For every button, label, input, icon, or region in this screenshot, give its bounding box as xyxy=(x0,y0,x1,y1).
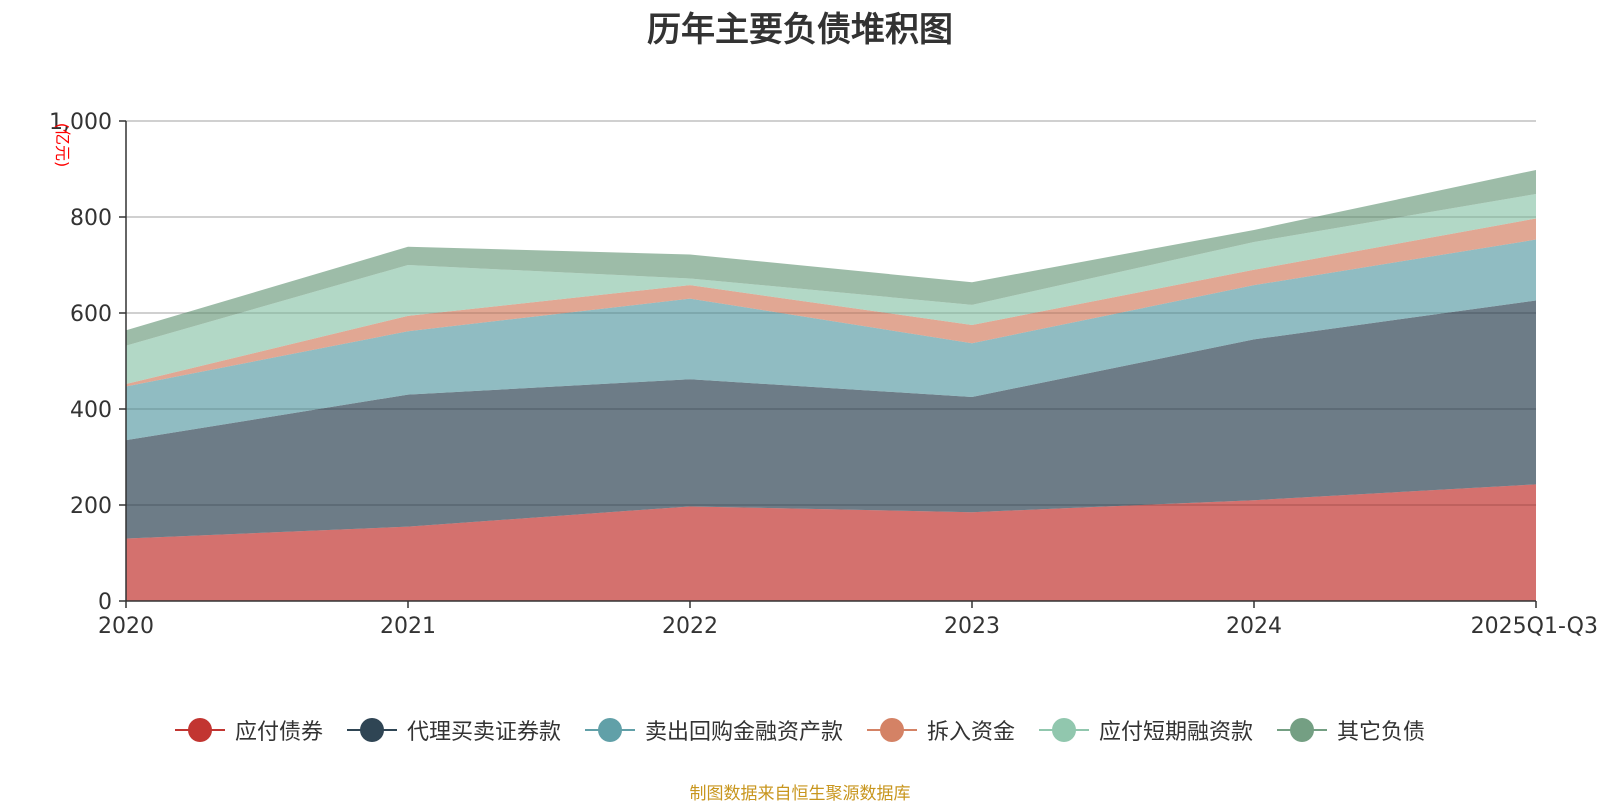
y-tick-label: 600 xyxy=(70,302,112,327)
source-note: 制图数据来自恒生聚源数据库 xyxy=(689,784,911,804)
legend-swatch-icon xyxy=(346,717,397,743)
legend-dot-icon xyxy=(359,718,384,742)
y-tick-label: 400 xyxy=(70,398,112,423)
x-tick-label: 2022 xyxy=(662,614,718,639)
legend-swatch-icon xyxy=(174,717,225,743)
legend-label: 拆入资金 xyxy=(927,720,1016,745)
legend-item[interactable]: 卖出回购金融资产款 xyxy=(584,714,843,746)
x-tick-label: 2021 xyxy=(380,614,436,639)
stacked-areas xyxy=(126,120,1536,601)
legend-item[interactable]: 其它负债 xyxy=(1277,714,1425,746)
x-tick-label: 2020 xyxy=(98,614,154,639)
legend-dot-icon xyxy=(880,718,904,742)
legend-swatch-icon xyxy=(1039,717,1090,743)
legend-label: 应付债券 xyxy=(234,720,323,745)
x-tick-label: 2025Q1-Q3 xyxy=(1471,614,1598,639)
legend-label: 应付短期融资款 xyxy=(1099,720,1254,745)
y-tick-label: 200 xyxy=(70,494,112,519)
y-tick-label: 800 xyxy=(70,206,112,231)
legend: 应付债券 代理买卖证券款 卖出回购金融资产款 拆入资金 应付短期融资款 其它负债 xyxy=(0,714,1600,746)
legend-item[interactable]: 应付短期融资款 xyxy=(1039,714,1253,746)
legend-item[interactable]: 应付债券 xyxy=(174,714,323,746)
legend-swatch-icon xyxy=(867,717,917,743)
legend-label: 其它负债 xyxy=(1337,720,1426,745)
legend-dot-icon xyxy=(187,718,212,742)
axes: 0 200 400 600 800 1,000 2020 2021 2022 2023 2024 20… xyxy=(49,110,1598,639)
x-tick-label: 2024 xyxy=(1226,614,1282,639)
area-series xyxy=(126,300,1536,539)
y-axis-label: (亿元) xyxy=(53,123,72,168)
legend-label: 代理买卖证券款 xyxy=(406,720,561,745)
chart-title: 历年主要负债堆积图 xyxy=(647,10,953,50)
area-series xyxy=(126,193,1536,385)
legend-swatch-icon xyxy=(1277,717,1328,743)
area-series xyxy=(126,239,1536,441)
legend-dot-icon xyxy=(1052,718,1077,742)
area-series xyxy=(126,169,1536,346)
y-tick-label: 0 xyxy=(98,590,112,615)
legend-swatch-icon xyxy=(584,717,635,743)
legend-item[interactable]: 拆入资金 xyxy=(867,714,1015,746)
y-tick-label: 1,000 xyxy=(49,110,112,135)
legend-item[interactable]: 代理买卖证券款 xyxy=(346,714,561,746)
legend-label: 卖出回购金融资产款 xyxy=(644,720,843,745)
area-series xyxy=(126,484,1536,601)
legend-dot-icon xyxy=(597,718,622,742)
x-tick-label: 2023 xyxy=(944,614,1000,639)
legend-dot-icon xyxy=(1290,718,1315,742)
